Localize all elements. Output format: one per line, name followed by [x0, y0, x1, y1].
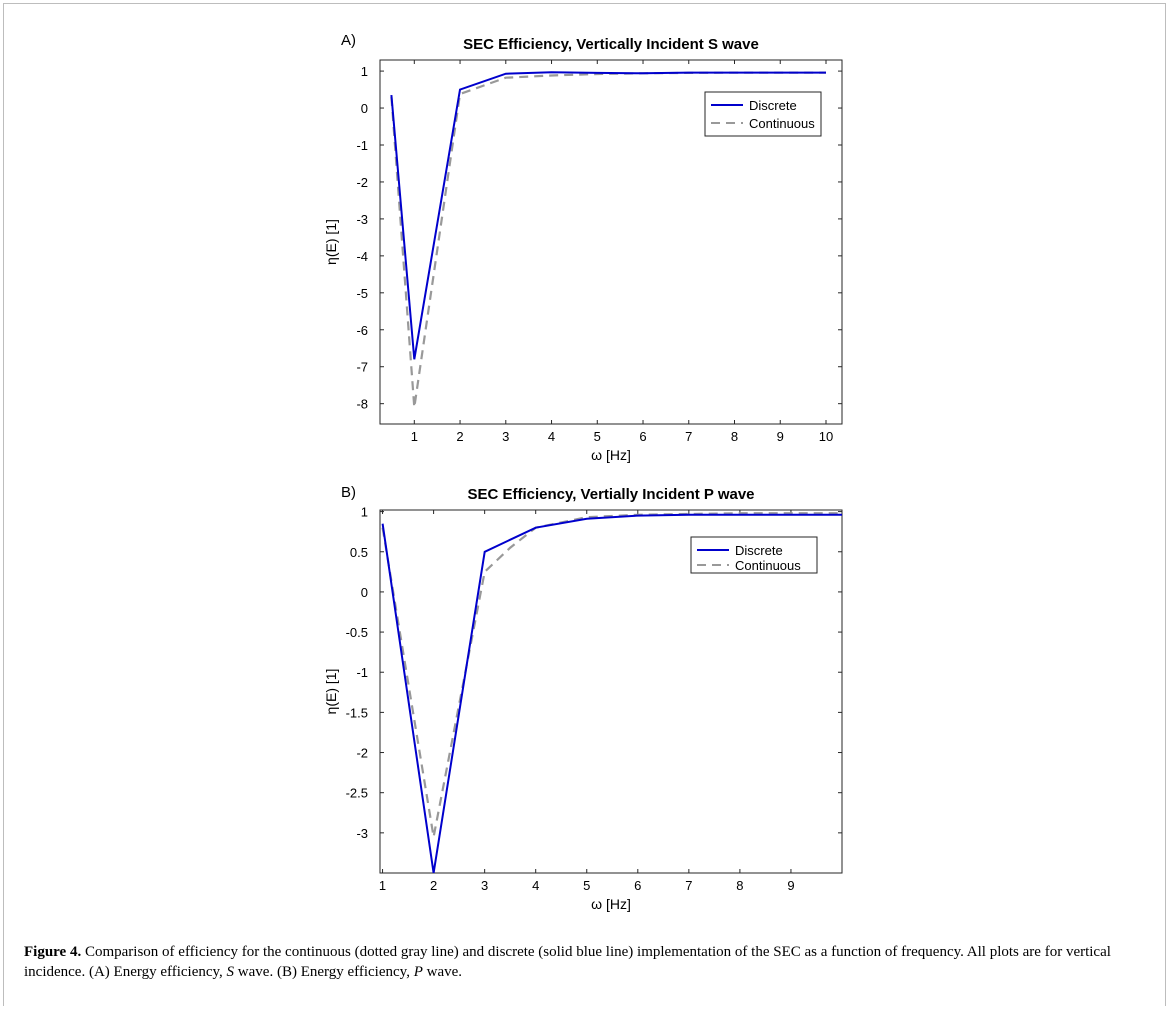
panel-2-xlabel: ω [Hz] [591, 896, 631, 912]
panel-1-xtick-label: 9 [777, 429, 784, 444]
panel-1-xtick-label: 4 [548, 429, 555, 444]
panel-2-xtick-label: 7 [685, 878, 692, 893]
panel-1-xtick-label: 5 [594, 429, 601, 444]
panel-1-xtick-label: 8 [731, 429, 738, 444]
panel-2-legend-label-discrete: Discrete [735, 543, 783, 558]
panel-2-ytick-label: -0.5 [346, 625, 368, 640]
panel-1-xtick-label: 1 [411, 429, 418, 444]
panel-2-ytick-label: -1.5 [346, 705, 368, 720]
caption-label: Figure 4. [24, 944, 81, 960]
panel-1-ytick-label: -8 [356, 397, 368, 412]
panel-2-ytick-label: -2.5 [346, 786, 368, 801]
caption-text-mid: wave. (B) Energy efficiency, [234, 964, 414, 980]
panel-2-ytick-label: -1 [356, 665, 368, 680]
panel-2-xtick-label: 4 [532, 878, 539, 893]
panel-1-ytick-label: 0 [361, 101, 368, 116]
panel-1-xtick-label: 6 [639, 429, 646, 444]
panel-1-ytick-label: -7 [356, 360, 368, 375]
panel-2-legend-label-continuous: Continuous [735, 558, 801, 573]
panel-2-xtick-label: 2 [430, 878, 437, 893]
panel-1-xtick-label: 10 [819, 429, 833, 444]
caption-p-italic: P [414, 964, 423, 980]
panel-2-ytick-label: 0.5 [350, 545, 368, 560]
caption-text: Comparison of efficiency for the continu… [24, 944, 1111, 980]
panel-2-ytick-label: -2 [356, 746, 368, 761]
panel-2-xtick-label: 5 [583, 878, 590, 893]
panel-2-xtick-label: 8 [736, 878, 743, 893]
panel-1-label: A) [341, 32, 356, 49]
panel-2-xtick-label: 9 [787, 878, 794, 893]
panel-1-ytick-label: -5 [356, 286, 368, 301]
panel-1-title: SEC Efficiency, Vertically Incident S wa… [463, 36, 759, 53]
panel-2-label: B) [341, 484, 356, 501]
panel-1-xtick-label: 3 [502, 429, 509, 444]
panel-2-ytick-label: 1 [361, 505, 368, 520]
panel-2-ylabel: η(E) [1] [323, 669, 339, 715]
panel-1-xtick-label: 7 [685, 429, 692, 444]
panel-1-ytick-label: -4 [356, 249, 368, 264]
panel-1-ytick-label: -2 [356, 175, 368, 190]
panel-2-xtick-label: 1 [379, 878, 386, 893]
panel-1-ytick-label: -1 [356, 138, 368, 153]
panel-1-xtick-label: 2 [456, 429, 463, 444]
panel-1-ylabel: η(E) [1] [323, 219, 339, 265]
panel-2-xtick-label: 3 [481, 878, 488, 893]
figure-charts: A) SEC Efficiency, Vertically Incident S … [0, 0, 1170, 930]
panel-1-legend-label-discrete: Discrete [749, 98, 797, 113]
caption-text-end: wave. [423, 964, 462, 980]
panel-2-xtick-label: 6 [634, 878, 641, 893]
panel-1-xlabel: ω [Hz] [591, 447, 631, 463]
panel-2-title: SEC Efficiency, Vertially Incident P wav… [467, 486, 754, 503]
panel-2-ytick-label: -3 [356, 826, 368, 841]
panel-2-ytick-label: 0 [361, 585, 368, 600]
panel-1-ytick-label: 1 [361, 64, 368, 79]
caption-s-italic: S [227, 964, 235, 980]
panel-1-ytick-label: -3 [356, 212, 368, 227]
figure-caption: Figure 4. Comparison of efficiency for t… [24, 942, 1144, 982]
panel-1-ytick-label: -6 [356, 323, 368, 338]
panel-1-legend-label-continuous: Continuous [749, 116, 815, 131]
